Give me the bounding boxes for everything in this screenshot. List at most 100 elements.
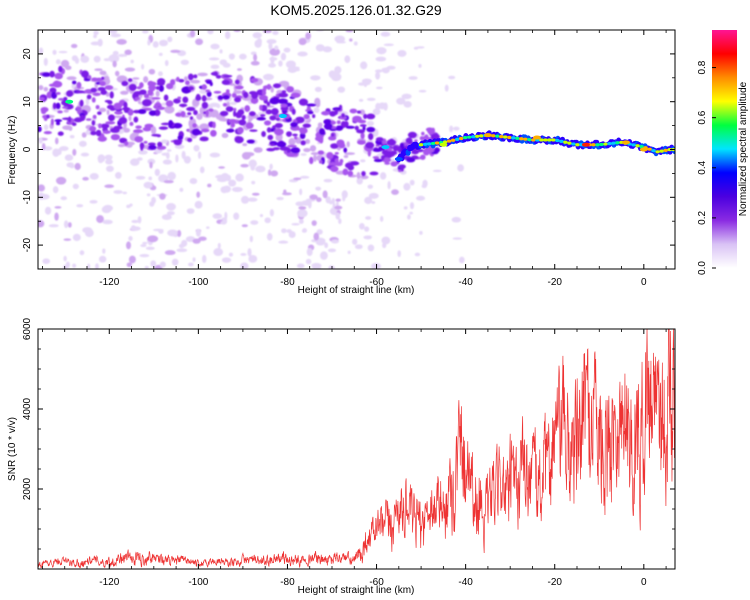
spectrogram-cell [155,109,160,115]
spectrogram-cell [354,244,363,250]
spectrogram-cell [237,126,244,134]
spectrogram-cell [213,90,222,94]
spectrogram-cell [143,140,148,144]
spectrogram-cell [78,140,87,147]
spectrogram-cell [155,86,160,90]
spectrogram-cell [532,135,541,140]
spectrogram-cell [99,70,107,76]
spectrogram-cell [375,56,387,62]
spectrogram-cell [261,130,266,137]
spectrogram-cell [318,160,323,164]
snr-panel: -120 -100 -80 -60 -40 -20 0 2000 4000 6000 Heigh… [7,317,676,596]
snr-x-tick-label: -100 [188,577,208,588]
spectrogram-cell [156,82,165,86]
spectrogram-cell [156,134,161,138]
spectrogram-y-label: Frequency (Hz) [7,116,18,185]
spectrogram-cell [278,60,283,67]
spectrogram-cell [426,142,432,146]
spectrogram-cell [242,143,248,147]
spectrogram-cell [201,101,209,109]
spectrogram-cell [207,183,212,188]
spectrogram-cell [368,192,379,199]
spectrogram-cell [373,130,379,136]
spectrogram-cell [220,172,230,181]
spectrogram-cell [141,63,145,70]
spectrogram-cell [434,141,440,145]
spectrogram-cell [139,89,147,95]
spectrogram-cell [89,199,98,204]
spectrogram-cell [158,71,163,77]
snr-x-tick-label: -40 [458,577,473,588]
spectrogram-cell [292,133,298,137]
spectrogram-cell [240,163,249,168]
snr-y-tick-label: 4000 [22,397,33,420]
spectrogram-cell [55,121,61,126]
spectrogram-cell [118,53,126,57]
spectrogram-cell [225,89,230,94]
spectrogram-cell [166,203,176,211]
spectrogram-cell [38,220,45,228]
spectrogram-cell [366,120,375,127]
spectrogram-cell [607,142,612,146]
colorbar-tick-label: 0.2 [697,211,708,225]
spectrogram-cell [303,113,310,120]
spectrogram-cell [185,80,190,86]
spectrogram-cell [143,181,153,189]
spectrogram-cell [79,99,84,107]
spectrogram-cell [92,77,103,82]
spectrogram-cell [105,165,114,172]
spectrogram-cell [201,128,210,133]
spectrogram-cell [356,172,361,179]
spectrogram-cell [118,116,128,124]
spectrogram-cell [291,223,300,226]
spectrogram-cell [317,150,325,155]
spectrogram-cell [345,30,354,33]
spectrogram-cell [179,187,184,192]
spectrogram-cell [259,114,266,117]
colorbar-gradient [712,30,737,268]
spectrogram-x-label: Height of straight line (km) [298,285,415,296]
spectrogram-cell [335,201,339,207]
spectrogram-cell [299,188,303,196]
spectrogram-cell [147,235,159,243]
spectrogram-cell [55,102,61,110]
spectrogram-cell [336,120,341,125]
spectrogram-cell [342,194,346,202]
spectrogram-cell [263,73,274,81]
spectrogram-cell [95,263,99,269]
spectrogram-cell [655,150,660,154]
spectrogram-cell [313,232,320,241]
spectrogram-cell [399,142,405,149]
snr-series-line [38,329,675,569]
colorbar-tick-label: 0.0 [697,261,708,275]
spectrogram-cell [43,57,48,66]
spectrogram-cell [93,30,99,36]
spectrogram-cell [563,140,568,144]
colorbar: 0.0 0.2 0.4 0.6 0.8 Normalized spectral ampl… [697,30,749,275]
spectrogram-ridge [65,99,675,163]
spectrogram-cell [209,152,221,158]
spectrogram-cell [261,87,267,93]
spectrogram-cell [371,201,376,204]
spectrogram-cell [54,212,59,221]
spectrogram-cell [298,98,309,106]
spectrogram-cell [305,258,312,265]
spectrogram-cell [344,152,356,155]
spectrogram-cell [193,109,198,116]
spectrogram-cell [266,101,271,107]
spectrogram-cell [217,242,221,249]
spectrogram-cell [114,111,123,115]
spectrogram-y-tick-label: -20 [22,237,33,252]
spectrogram-cell [401,93,412,100]
spectrogram-cell [286,152,296,158]
spectrogram-cell [281,228,287,234]
spectrogram-cell [42,258,51,264]
spectrogram-cell [139,253,150,258]
spectrogram-cell [89,126,97,132]
spectrogram-cell [187,137,193,143]
spectrogram-cell [419,154,426,160]
spectrogram-cell [180,59,189,66]
spectrogram-cell [60,59,70,68]
spectrogram-cell [105,159,113,165]
spectrogram-cell [430,141,436,146]
